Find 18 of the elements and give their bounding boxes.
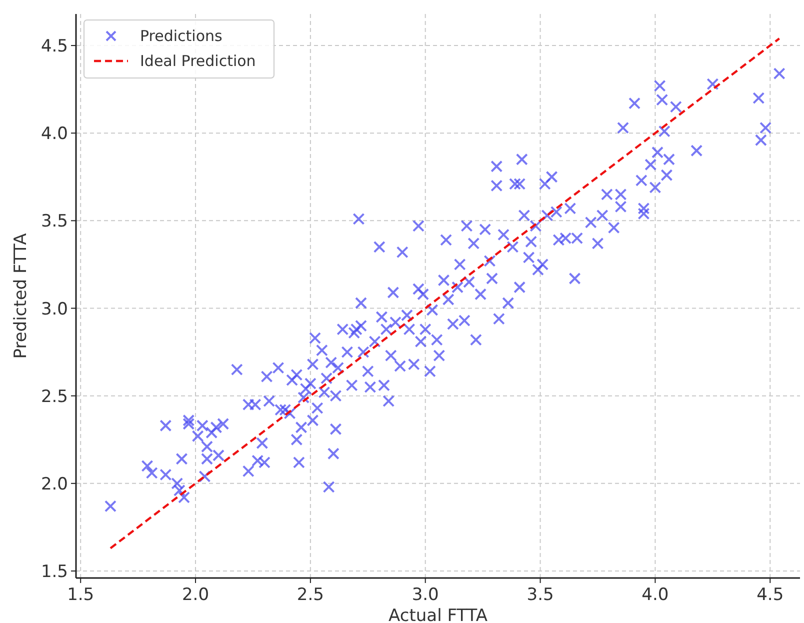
y-tick-label: 4.5 bbox=[40, 36, 68, 57]
y-tick-label: 2.0 bbox=[40, 474, 68, 494]
x-tick-label: 4.5 bbox=[756, 585, 784, 605]
y-tick-label: 3.0 bbox=[40, 299, 68, 320]
x-tick-label: 4.0 bbox=[642, 585, 669, 605]
y-tick-label: 1.5 bbox=[40, 562, 68, 582]
y-tick-label: 3.5 bbox=[40, 212, 68, 232]
y-tick-label: 4.0 bbox=[40, 124, 68, 144]
x-tick-label: 2.5 bbox=[296, 585, 324, 605]
y-axis-title: Predicted FTTA bbox=[11, 232, 31, 359]
legend-label: Ideal Prediction bbox=[140, 52, 256, 70]
x-tick-label: 3.5 bbox=[526, 585, 554, 605]
legend-label: Predictions bbox=[140, 27, 223, 45]
x-tick-label: 2.0 bbox=[182, 585, 210, 605]
y-tick-label: 2.5 bbox=[40, 386, 68, 407]
x-axis-title: Actual FTTA bbox=[388, 606, 488, 623]
x-tick-label: 1.5 bbox=[67, 585, 94, 605]
x-tick-label: 3.0 bbox=[412, 585, 439, 605]
